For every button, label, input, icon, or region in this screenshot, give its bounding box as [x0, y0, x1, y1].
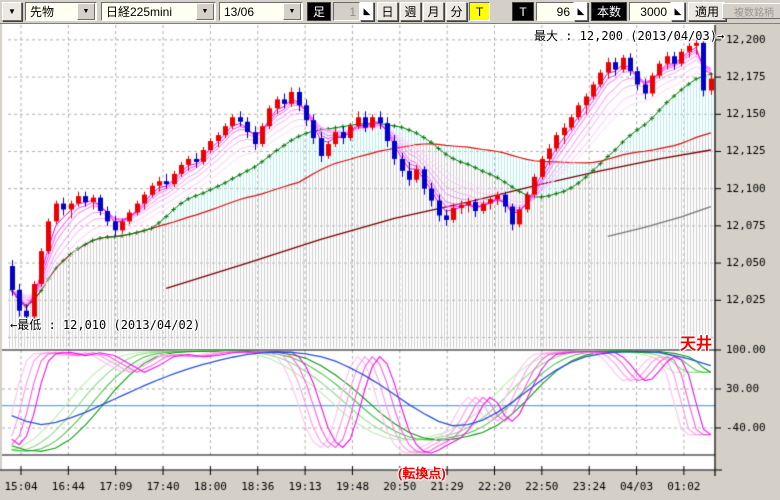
tick-size-spin-icon[interactable]: ◣ — [574, 2, 588, 21]
period-tick-button-active[interactable]: T — [469, 2, 490, 21]
bar-count-label: 本数 — [591, 2, 627, 21]
period-minute-button[interactable]: 分 — [446, 2, 467, 21]
bar-type-label: 足 — [307, 2, 331, 21]
chevron-down-icon[interactable]: ▼ — [283, 3, 301, 20]
tick-size-field[interactable]: 96 — [536, 2, 574, 21]
bar-interval-field[interactable]: 1 — [333, 2, 360, 21]
toolbar-dropdown-button[interactable]: ▼ — [2, 2, 22, 21]
tick-size-label: T — [512, 2, 534, 21]
chevron-down-icon[interactable]: ▼ — [196, 3, 214, 20]
bar-interval-spin-icon[interactable]: ◣ — [360, 2, 374, 21]
apply-button[interactable]: 適用 — [688, 2, 726, 21]
bar-count-spin-icon[interactable]: ◣ — [671, 2, 685, 21]
symbol-select[interactable]: 日経225mini ▼ — [101, 2, 216, 21]
period-month-button[interactable]: 月 — [423, 2, 444, 21]
period-day-button[interactable]: 日 — [377, 2, 398, 21]
chart-canvas[interactable] — [0, 24, 780, 500]
category-select[interactable]: 先物 ▼ — [25, 2, 97, 21]
contract-month-select[interactable]: 13/06 ▼ — [219, 2, 303, 21]
symbol-value: 日経225mini — [106, 5, 173, 19]
bar-count-field[interactable]: 3000 — [629, 2, 671, 21]
contract-month-value: 13/06 — [224, 4, 255, 19]
multi-symbol-button-disabled[interactable]: 複数銘柄 — [722, 3, 780, 19]
period-week-button[interactable]: 週 — [400, 2, 421, 21]
toolbar: ▼ 先物 ▼ 日経225mini ▼ 13/06 ▼ 足 1 ◣ 日 週 月 分… — [0, 0, 780, 23]
category-value: 先物 — [30, 5, 55, 19]
chevron-down-icon: ▼ — [8, 7, 16, 16]
chevron-down-icon[interactable]: ▼ — [77, 3, 95, 20]
